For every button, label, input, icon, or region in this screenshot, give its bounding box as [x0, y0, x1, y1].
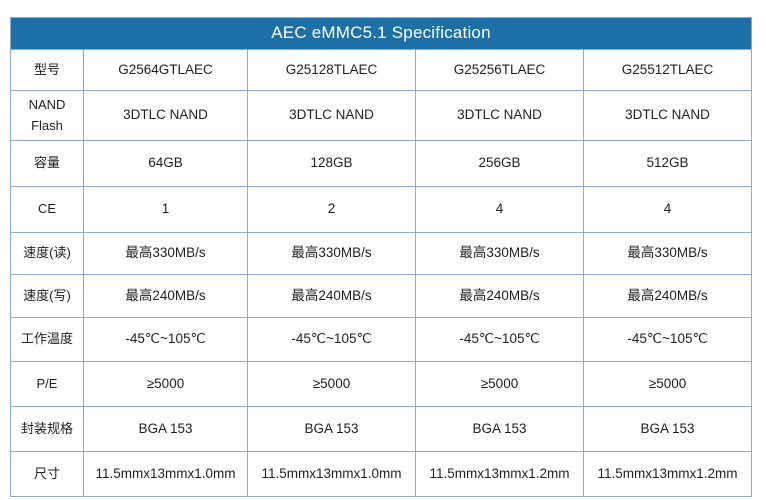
- cell-temp-2: -45℃~105℃: [247, 317, 416, 362]
- row-nand-flash: NAND Flash 3DTLC NAND 3DTLC NAND 3DTLC N…: [10, 90, 753, 141]
- row-label-dimensions: 尺寸: [10, 451, 84, 497]
- row-capacity: 容量 64GB 128GB 256GB 512GB: [10, 140, 753, 187]
- cell-model-3: G25256TLAEC: [415, 49, 584, 91]
- row-dimensions: 尺寸 11.5mmx13mmx1.0mm 11.5mmx13mmx1.0mm 1…: [10, 451, 753, 497]
- cell-nand-4: 3DTLC NAND: [582, 90, 753, 141]
- row-package: 封装规格 BGA 153 BGA 153 BGA 153 BGA 153: [10, 406, 753, 452]
- spec-table: AEC eMMC5.1 Specification 型号 G2564GTLAEC…: [9, 17, 753, 497]
- row-label-nand-flash: NAND Flash: [10, 90, 84, 141]
- title-row: AEC eMMC5.1 Specification: [9, 17, 753, 50]
- cell-pe-3: ≥5000: [415, 361, 584, 407]
- cell-model-1: G2564GTLAEC: [83, 49, 248, 91]
- cell-package-3: BGA 153: [415, 406, 584, 452]
- cell-pe-1: ≥5000: [83, 361, 248, 407]
- cell-read-speed-2: 最高330MB/s: [247, 232, 416, 275]
- cell-package-2: BGA 153: [247, 406, 416, 452]
- cell-capacity-2: 128GB: [247, 140, 416, 187]
- cell-temp-4: -45℃~105℃: [582, 317, 753, 362]
- cell-dimensions-3: 11.5mmx13mmx1.2mm: [415, 451, 584, 497]
- cell-model-2: G25128TLAEC: [247, 49, 416, 91]
- cell-read-speed-1: 最高330MB/s: [83, 232, 248, 275]
- cell-ce-4: 4: [582, 186, 753, 233]
- row-ce: CE 1 2 4 4: [10, 186, 753, 233]
- cell-dimensions-4: 11.5mmx13mmx1.2mm: [582, 451, 753, 497]
- row-label-model: 型号: [10, 49, 84, 91]
- cell-nand-3: 3DTLC NAND: [415, 90, 584, 141]
- cell-write-speed-1: 最高240MB/s: [83, 274, 248, 318]
- cell-capacity-1: 64GB: [83, 140, 248, 187]
- cell-nand-2: 3DTLC NAND: [247, 90, 416, 141]
- cell-pe-2: ≥5000: [247, 361, 416, 407]
- row-pe-cycles: P/E ≥5000 ≥5000 ≥5000 ≥5000: [10, 361, 753, 407]
- cell-temp-3: -45℃~105℃: [415, 317, 584, 362]
- cell-ce-2: 2: [247, 186, 416, 233]
- cell-write-speed-4: 最高240MB/s: [582, 274, 753, 318]
- cell-dimensions-1: 11.5mmx13mmx1.0mm: [83, 451, 248, 497]
- cell-ce-3: 4: [415, 186, 584, 233]
- cell-capacity-3: 256GB: [415, 140, 584, 187]
- row-label-capacity: 容量: [10, 140, 84, 187]
- row-write-speed: 速度(写) 最高240MB/s 最高240MB/s 最高240MB/s 最高24…: [10, 274, 753, 318]
- cell-nand-1: 3DTLC NAND: [83, 90, 248, 141]
- cell-write-speed-3: 最高240MB/s: [415, 274, 584, 318]
- cell-write-speed-2: 最高240MB/s: [247, 274, 416, 318]
- row-label-package: 封装规格: [10, 406, 84, 452]
- table-title: AEC eMMC5.1 Specification: [9, 17, 753, 50]
- cell-pe-4: ≥5000: [582, 361, 753, 407]
- row-label-read-speed: 速度(读): [10, 232, 84, 275]
- row-operating-temperature: 工作温度 -45℃~105℃ -45℃~105℃ -45℃~105℃ -45℃~…: [10, 317, 753, 362]
- cell-package-4: BGA 153: [582, 406, 753, 452]
- cell-read-speed-3: 最高330MB/s: [415, 232, 584, 275]
- row-label-write-speed: 速度(写): [10, 274, 84, 318]
- row-label-ce: CE: [10, 186, 84, 233]
- row-label-operating-temperature: 工作温度: [10, 317, 84, 362]
- row-model: 型号 G2564GTLAEC G25128TLAEC G25256TLAEC G…: [10, 49, 753, 91]
- row-label-pe-cycles: P/E: [10, 361, 84, 407]
- cell-ce-1: 1: [83, 186, 248, 233]
- row-read-speed: 速度(读) 最高330MB/s 最高330MB/s 最高330MB/s 最高33…: [10, 232, 753, 275]
- cell-model-4: G25512TLAEC: [582, 49, 753, 91]
- cell-read-speed-4: 最高330MB/s: [582, 232, 753, 275]
- cell-package-1: BGA 153: [83, 406, 248, 452]
- cell-temp-1: -45℃~105℃: [83, 317, 248, 362]
- cell-capacity-4: 512GB: [582, 140, 753, 187]
- cell-dimensions-2: 11.5mmx13mmx1.0mm: [247, 451, 416, 497]
